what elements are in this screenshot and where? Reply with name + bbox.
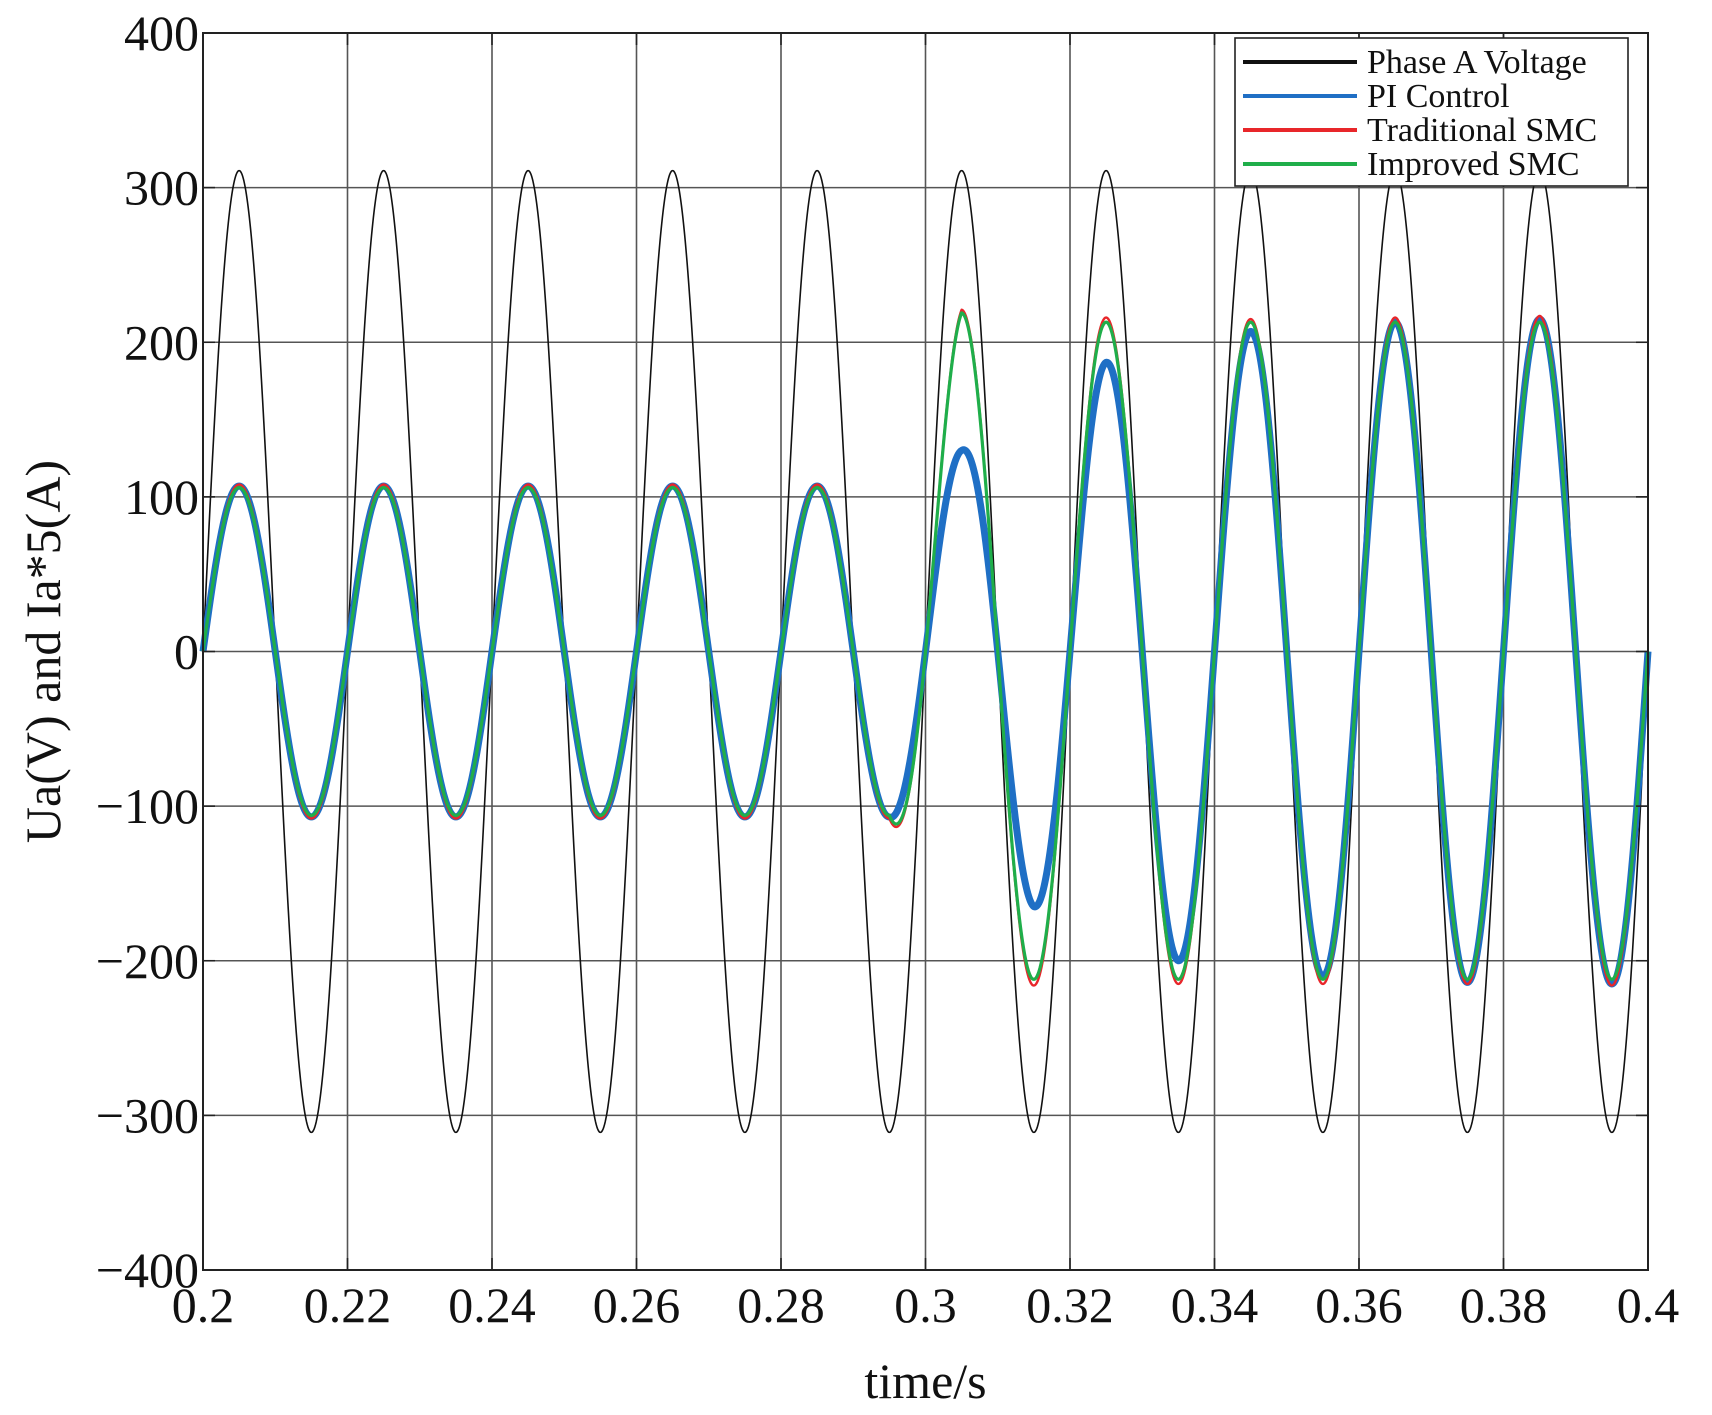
series-layer <box>199 169 1652 1134</box>
y-axis-label: Ua(V) and Ia*5(A) <box>15 460 71 843</box>
y-tick-label: 0 <box>174 624 199 680</box>
legend-label-phase-a-voltage: Phase A Voltage <box>1367 44 1587 81</box>
y-tick-label: −400 <box>96 1242 199 1298</box>
x-tick-label: 0.34 <box>1171 1277 1259 1333</box>
y-tick-label: 200 <box>124 314 199 370</box>
x-axis-label: time/s <box>864 1353 986 1409</box>
x-tick-label: 0.3 <box>894 1277 957 1333</box>
x-tick-label: 0.4 <box>1617 1277 1680 1333</box>
y-tick-label: 100 <box>124 469 199 525</box>
x-tick-label: 0.26 <box>593 1277 681 1333</box>
legend-label-traditional-smc: Traditional SMC <box>1367 112 1597 149</box>
y-tick-label: −200 <box>96 933 199 989</box>
x-tick-label: 0.38 <box>1460 1277 1548 1333</box>
x-tick-label: 0.22 <box>304 1277 392 1333</box>
x-tick-label: 0.36 <box>1315 1277 1403 1333</box>
series-line-improved-smc <box>201 311 1650 981</box>
y-tick-label: 300 <box>124 160 199 216</box>
x-tick-label: 0.24 <box>448 1277 536 1333</box>
legend: Phase A Voltage PI Control Traditional S… <box>1234 37 1629 187</box>
grid <box>203 33 1648 1270</box>
y-tick-label: 400 <box>124 5 199 61</box>
y-tick-label: −100 <box>96 778 199 834</box>
x-tick-label: 0.2 <box>172 1277 235 1333</box>
ticks: 0.2 0.22 0.24 0.26 0.28 0.3 0.32 0.34 0.36 0.38 0.… <box>96 5 1679 1333</box>
legend-label-improved-smc: Improved SMC <box>1367 146 1580 183</box>
x-tick-label: 0.28 <box>737 1277 825 1333</box>
y-tick-label: −300 <box>96 1087 199 1143</box>
legend-label-pi-control: PI Control <box>1367 78 1510 115</box>
x-tick-label: 0.32 <box>1026 1277 1114 1333</box>
